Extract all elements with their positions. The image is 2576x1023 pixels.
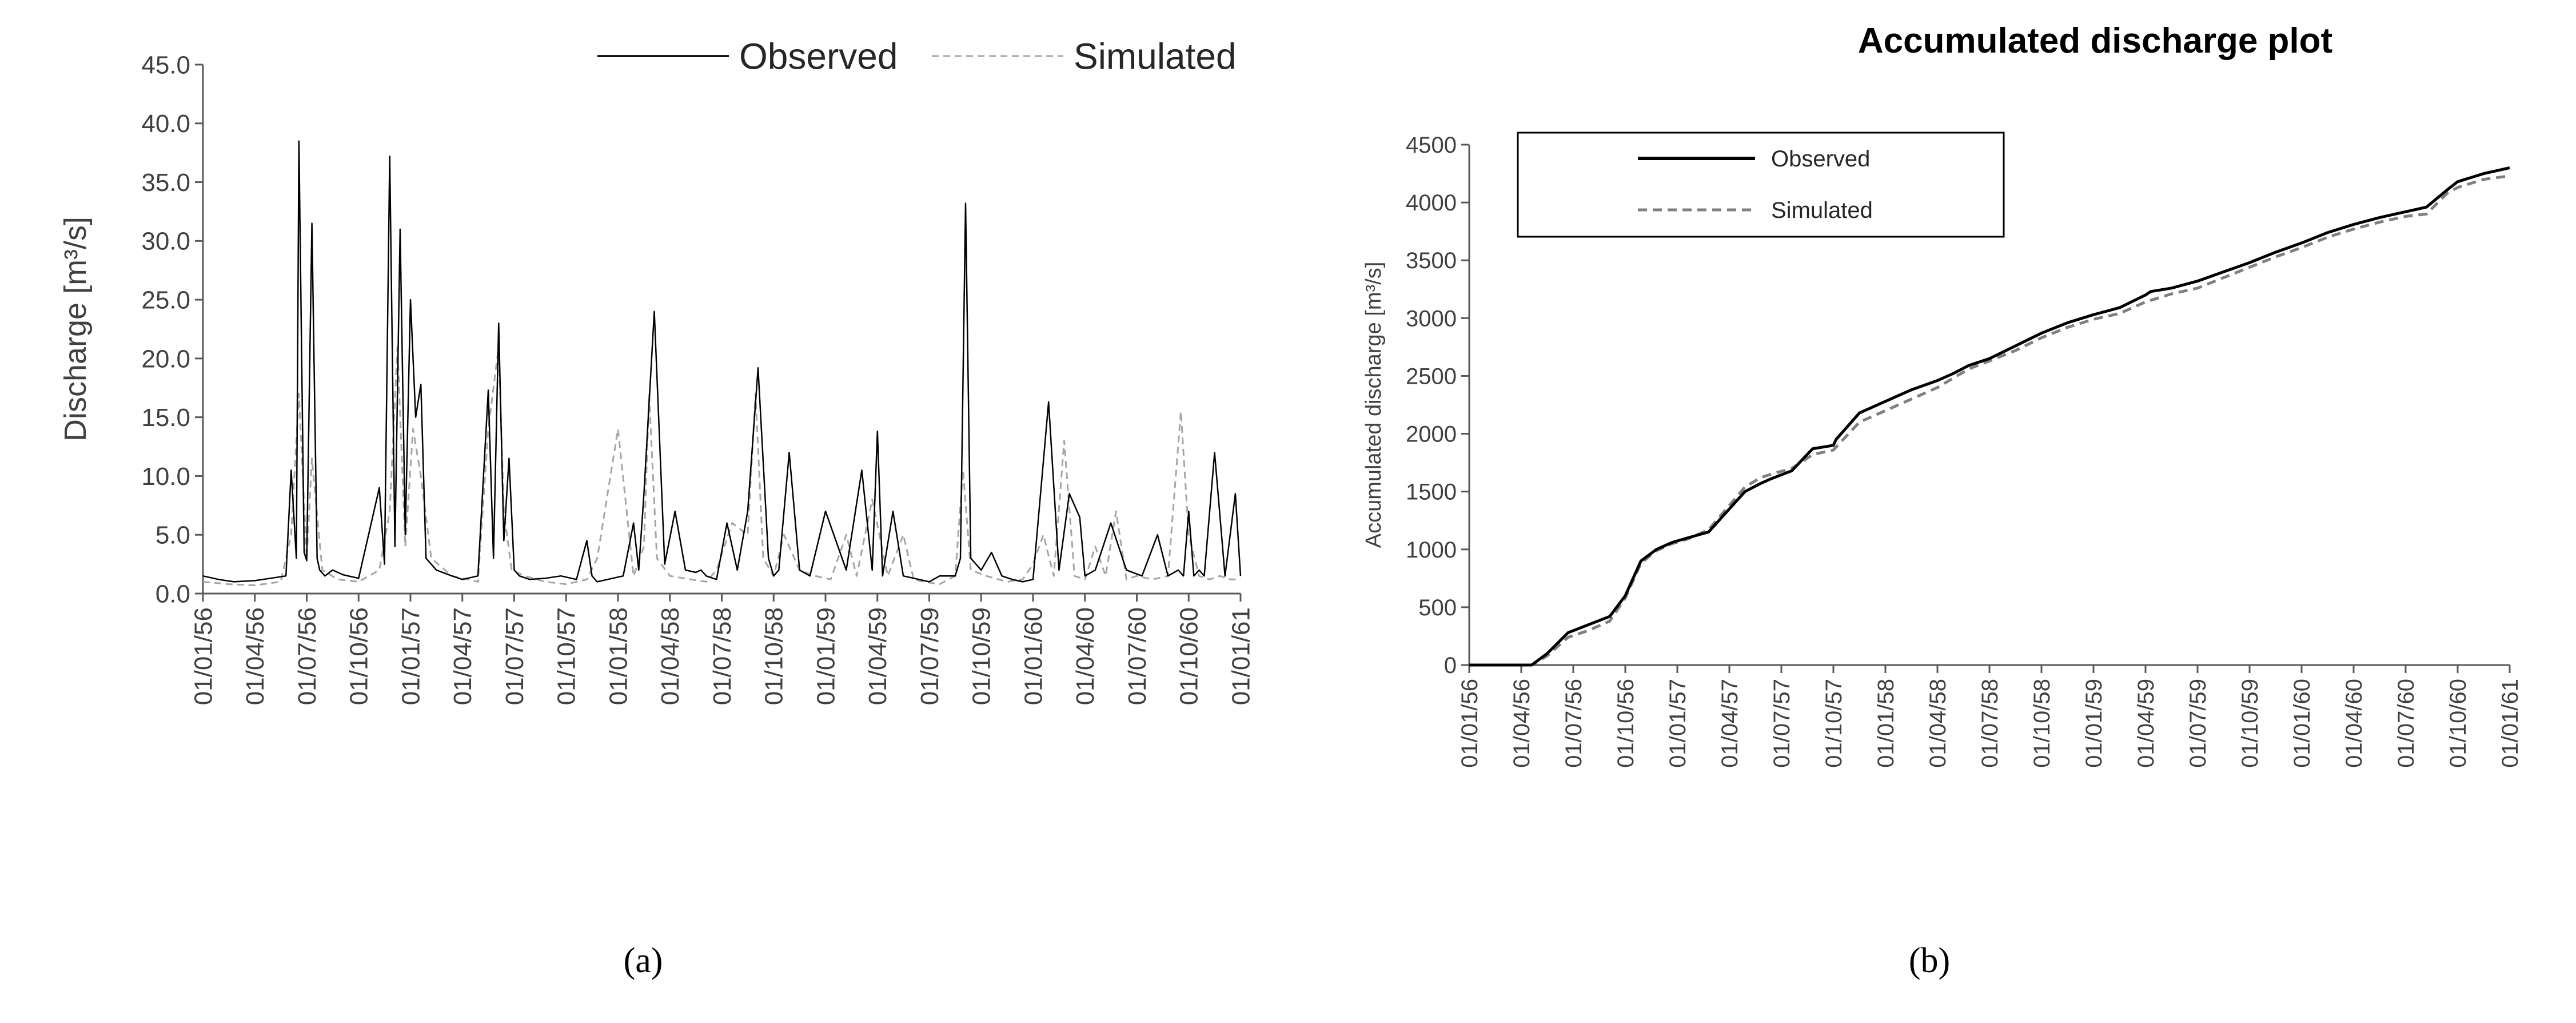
x-tick-label: 01/07/58 [708,607,736,705]
y-tick-label: 500 [1418,595,1457,620]
x-tick-label: 01/04/59 [864,607,892,705]
x-tick-label: 01/04/60 [2342,679,2367,768]
series-line-simulated [1469,174,2510,667]
x-tick-label: 01/01/59 [812,607,840,705]
y-tick-label: 4500 [1406,133,1457,158]
x-tick-label: 01/10/59 [2238,679,2263,768]
x-tick-label: 01/01/56 [1457,679,1482,768]
y-tick-label: 2000 [1406,422,1457,447]
legend-label-simulated: Simulated [1074,35,1237,77]
x-tick-label: 01/10/60 [1175,607,1203,705]
x-tick-label: 01/07/57 [1769,679,1795,768]
y-tick-label: 2500 [1406,364,1457,389]
panel-label: (a) [624,941,663,980]
x-tick-label: 01/04/58 [1925,679,1951,768]
y-tick-label: 1000 [1406,538,1457,563]
y-tick-label: 35.0 [141,169,190,197]
x-tick-label: 01/07/60 [1123,607,1151,705]
y-tick-label: 3500 [1406,248,1457,273]
x-tick-label: 01/10/56 [345,607,373,705]
x-tick-label: 01/10/57 [553,607,581,705]
y-tick-label: 4000 [1406,190,1457,216]
y-tick-label: 5.0 [155,522,190,550]
y-axis-title: Accumulated discharge [m³/s] [1362,262,1386,548]
x-tick-label: 01/07/58 [1977,679,2003,768]
chart-a: 0.0 5.0 10.0 15.0 20.0 25.0 30.0 35.0 40.0 45.0 01… [58,35,1255,980]
y-tick-label: 10.0 [141,463,190,491]
legend-box [1517,132,2005,238]
y-axis-title: Discharge [m³/s] [58,217,93,441]
x-tick-label: 01/07/60 [2394,679,2419,768]
series-line-observed [1469,166,2510,667]
x-tick-label: 01/01/57 [397,607,425,705]
y-tick-label: 1500 [1406,480,1457,505]
y-tick-label: 30.0 [141,228,190,256]
x-tick-label: 01/10/57 [1821,679,1847,768]
y-tick-label: 3000 [1406,306,1457,331]
x-tick-label: 01/04/58 [656,607,684,705]
x-tick-label: 01/10/59 [968,607,996,705]
x-tick-label: 01/01/60 [2290,679,2315,768]
x-tick-label: 01/01/58 [604,607,632,705]
x-tick-label: 01/01/58 [1873,679,1899,768]
legend-label-simulated: Simulated [1771,198,1873,223]
x-tick-label: 01/01/61 [1227,607,1255,705]
x-tick-label: 01/01/61 [2498,679,2523,768]
chart-b: 0 500 1000 1500 2000 2500 3000 3500 4000 4500 01/0… [1362,21,2523,980]
x-tick-label: 01/04/60 [1071,607,1099,705]
x-tick-label: 01/04/59 [2134,679,2159,768]
panel-label: (b) [1909,941,1950,980]
x-tick-label: 01/04/56 [241,607,269,705]
x-tick-label: 01/07/56 [1561,679,1586,768]
y-tick-label: 45.0 [141,51,190,79]
x-tick-label: 01/01/57 [1665,679,1690,768]
x-tick-label: 01/10/56 [1613,679,1638,768]
y-tick-label: 0 [1444,653,1457,678]
y-tick-label: 40.0 [141,110,190,138]
x-tick-label: 01/10/60 [2446,679,2471,768]
x-tick-label: 01/01/56 [189,607,217,705]
x-tick-label: 01/04/57 [1717,679,1742,768]
x-tick-label: 01/10/58 [760,607,788,705]
y-tick-label: 15.0 [141,404,190,432]
x-tick-label: 01/07/57 [501,607,529,705]
y-tick-label: 25.0 [141,286,190,315]
x-tick-label: 01/07/56 [293,607,321,705]
x-tick-label: 01/01/59 [2081,679,2107,768]
x-tick-label: 01/07/59 [916,607,944,705]
y-tick-label: 0.0 [155,580,190,608]
y-tick-label: 20.0 [141,345,190,373]
x-tick-label: 01/07/59 [2186,679,2211,768]
x-tick-label: 01/10/58 [2029,679,2055,768]
x-tick-label: 01/04/56 [1509,679,1534,768]
chart-title: Accumulated discharge plot [1858,21,2332,61]
series-line-observed [202,140,1242,583]
x-tick-label: 01/01/60 [1019,607,1047,705]
legend-label-observed: Observed [1771,146,1870,172]
legend-label-observed: Observed [739,35,898,77]
x-tick-label: 01/04/57 [449,607,477,705]
